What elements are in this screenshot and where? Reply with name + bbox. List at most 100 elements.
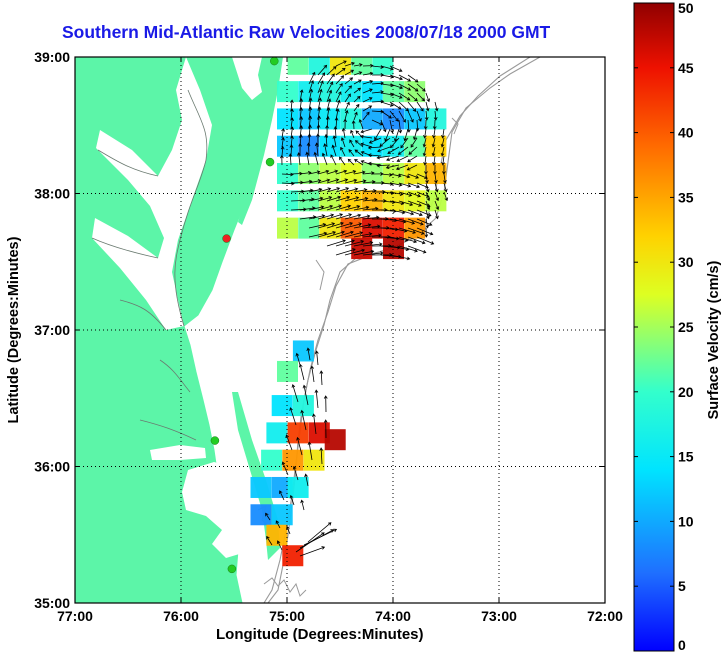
velocity-arrow [434,101,439,112]
velocity-arrow [281,461,289,476]
velocity-arrow [275,520,281,529]
velocity-arrow [326,221,344,229]
velocity-arrow [389,200,405,206]
velocity-arrow [326,230,345,238]
velocity-arrow [362,97,373,103]
velocity-arrow [441,155,446,166]
velocity-arrow [374,128,382,141]
velocity-arrow [331,144,337,157]
velocity-arrow [333,126,338,139]
velocity-arrow [280,145,285,157]
velocity-arrow [353,249,375,256]
velocity-arrow [351,120,356,130]
velocity-arrow [353,240,374,247]
velocity-arrow [326,204,343,211]
velocity-cell [340,190,362,212]
velocity-arrow [308,71,316,85]
velocity-arrow [297,152,301,166]
velocity-arrow [358,118,364,130]
velocity-arrow [424,164,428,175]
velocity-arrow [433,164,437,175]
x-axis-ticks: 77:00 76:00 75:00 74:00 73:00 72:00 [57,57,623,624]
velocity-arrow [432,128,436,139]
velocity-arrow [314,142,319,157]
velocity-arrow [308,196,324,202]
velocity-arrow [330,154,337,166]
y-tick-label: 37:00 [34,322,70,338]
velocity-arrow [344,213,362,220]
velocity-arrow [335,195,351,202]
grid-lines [75,57,605,603]
velocity-arrow [298,143,303,157]
velocity-arrow [368,137,382,144]
velocity-arrow [295,352,301,366]
velocity-arrow [433,110,438,121]
y-axis-ticks: 39:00 38:00 37:00 36:00 35:00 [34,49,605,611]
velocity-arrow [367,153,382,158]
velocity-cell [287,476,309,498]
velocity-arrow [343,118,348,130]
velocity-arrow [376,163,391,168]
velocity-arrow [317,169,330,175]
velocity-arrow [389,191,404,196]
hf-radar-stations [210,57,279,574]
velocity-arrow [371,208,388,212]
velocity-arrow [344,77,354,85]
velocity-arrow [389,83,404,90]
velocity-arrow [281,136,285,148]
velocity-arrow [319,447,324,465]
velocity-arrow [377,146,391,153]
velocity-arrow [290,108,294,121]
colorbar-tick-label: 5 [678,578,686,594]
velocity-arrow [323,395,328,413]
velocity-arrow [407,182,421,189]
velocity-arrow [344,231,364,238]
velocity-arrow [317,196,333,202]
velocity-arrow [326,169,339,175]
velocity-cell [404,108,426,130]
velocity-cell [425,163,447,185]
colorbar-tick-label: 30 [678,254,694,270]
velocity-arrow [300,499,305,511]
velocity-arrow [353,214,371,220]
velocity-arrow [393,128,400,142]
velocity-arrow [389,119,394,134]
velocity-cell [383,238,404,260]
velocity-arrow [359,134,373,139]
velocity-arrow [335,248,356,256]
velocity-arrow [398,173,411,179]
velocity-arrow [371,119,384,126]
velocity-arrow [317,80,324,94]
velocity-cell [351,57,373,75]
velocity-arrow [443,182,448,193]
velocity-arrow [341,127,346,139]
velocity-arrow [303,528,338,546]
velocity-arrow [344,69,355,76]
colorbar-tick-label: 45 [678,60,694,76]
velocity-arrow [317,64,328,76]
velocity-arrow [317,187,332,193]
colorbar-tick-label: 20 [678,384,694,400]
velocity-arrow [407,92,418,102]
velocity-arrow [317,213,335,220]
velocity-arrow [416,110,422,122]
velocity-cell [298,108,320,130]
velocity-arrow [281,172,294,177]
velocity-arrow [339,156,346,166]
velocity-arrow [326,81,334,94]
velocity-cell [266,524,288,546]
velocity-arrow [317,72,325,85]
velocity-arrow [425,173,429,184]
velocity-arrow [407,155,418,163]
velocity-arrow [407,218,424,226]
velocity-arrow [344,187,359,193]
velocity-arrow [344,248,366,256]
velocity-arrow [407,110,414,123]
velocity-arrow [362,63,374,68]
velocity-arrow [416,218,433,226]
pamlico-sound [182,462,264,558]
velocity-arrow [380,110,392,119]
velocity-arrow [425,200,431,211]
velocity-cell [404,163,426,185]
